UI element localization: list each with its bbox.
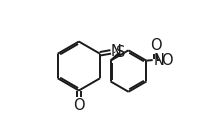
Text: N: N [111,44,122,59]
Text: O: O [150,38,161,53]
Text: N: N [153,53,164,68]
Text: O: O [161,53,173,68]
Text: O: O [73,98,85,113]
Text: S: S [116,45,125,60]
